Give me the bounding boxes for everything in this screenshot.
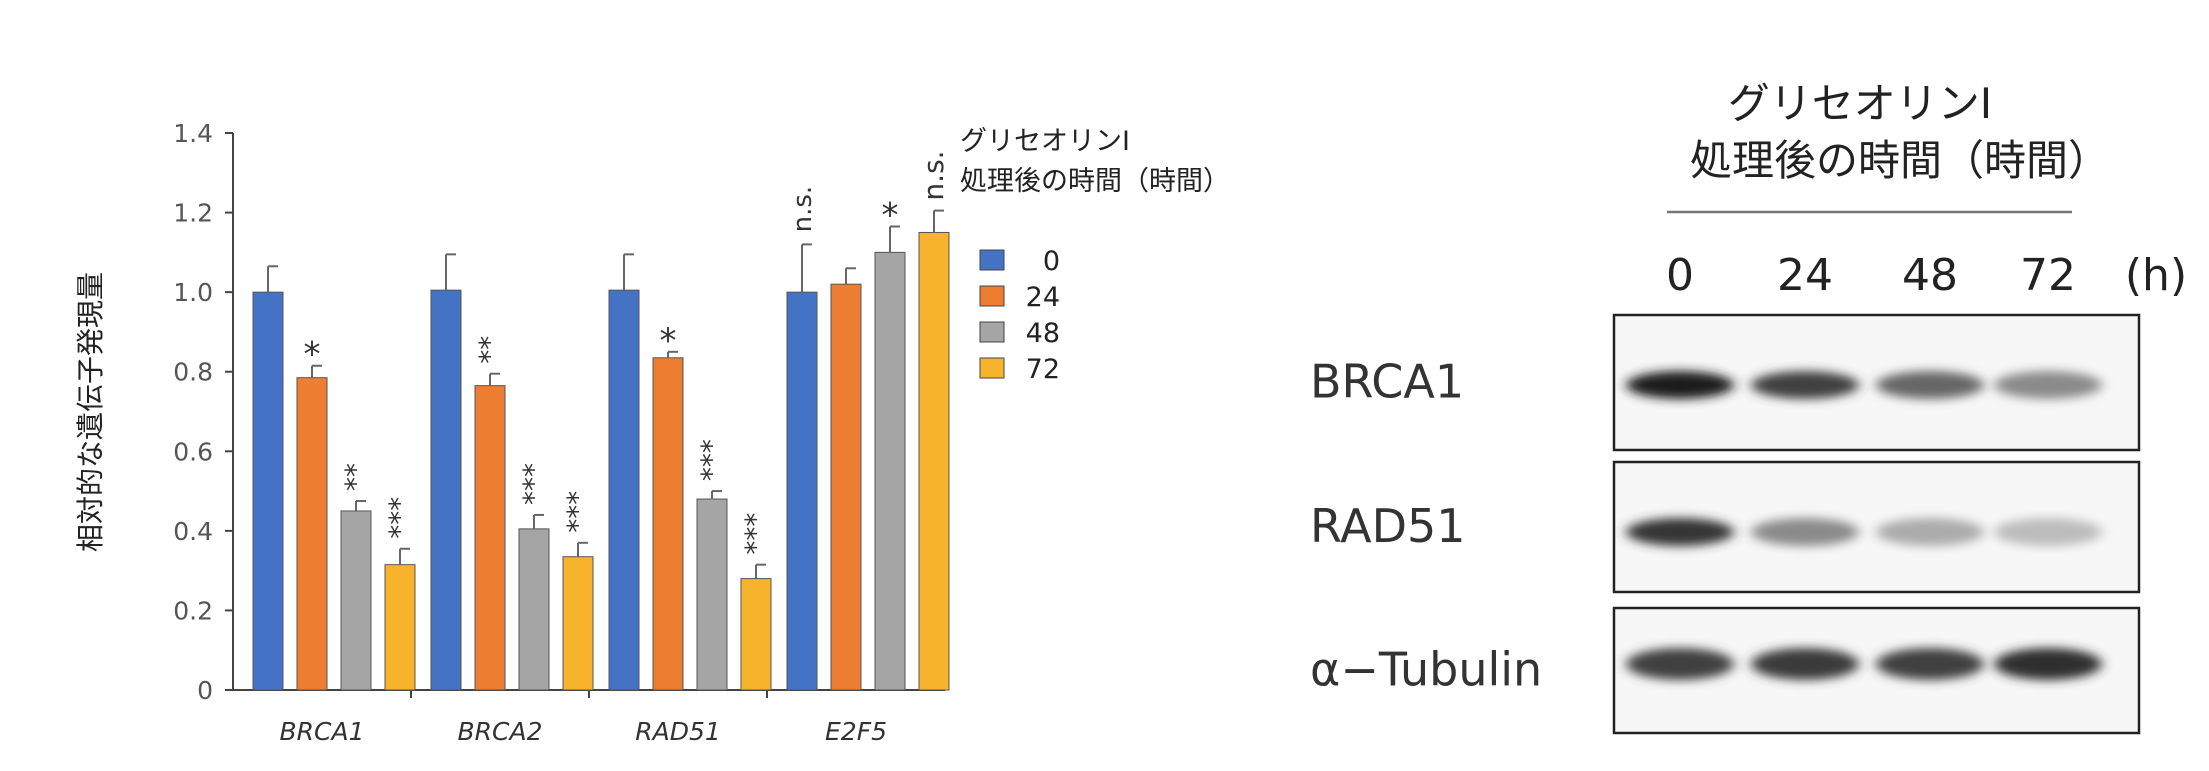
significance-label: ** (339, 463, 372, 491)
bar (608, 289, 640, 691)
protein-label: BRCA1 (1310, 355, 1464, 409)
bar (874, 251, 906, 691)
significance-label: n.s. (917, 150, 950, 200)
legend-swatch (979, 321, 1005, 343)
y-tick-label: 0.6 (173, 437, 213, 466)
blot-band (1626, 518, 1734, 546)
y-tick-label: 0.2 (173, 596, 213, 625)
bar (518, 528, 550, 691)
significance-label: *** (561, 491, 594, 533)
bar (652, 357, 684, 691)
legend-label: 48 (1026, 318, 1060, 349)
blot-title: グリセオリンI (1728, 79, 1992, 128)
y-tick-label: 1.0 (173, 278, 213, 307)
bar (786, 291, 818, 691)
significance-label: n.s. (788, 186, 818, 233)
blot-band (1751, 648, 1859, 680)
lane-label: 48 (1902, 250, 1958, 301)
blot-title: 処理後の時間（時間） (1690, 136, 2110, 185)
western-blot: グリセオリンI 処理後の時間（時間） 0 24 48 72 (h) BRCA1 RAD51 α−T… (1310, 79, 2187, 735)
y-tick-label: 1.2 (173, 199, 213, 228)
blot-band (1626, 371, 1734, 399)
time-unit-label: (h) (2125, 250, 2187, 301)
blot-band (1751, 518, 1859, 546)
blot-band (1876, 371, 1984, 399)
legend-swatch (979, 249, 1005, 271)
y-tick-label: 0.8 (173, 358, 213, 387)
bar (430, 289, 462, 691)
western-blot-panel: グリセオリンI 処理後の時間（時間） 0 24 48 72 (h) BRCA1 RAD51 α−T… (1300, 0, 2209, 767)
x-tick-label: BRCA1 (280, 717, 365, 746)
significance-label: *** (739, 513, 772, 555)
bar (296, 377, 328, 691)
legend-title: 処理後の時間（時間） (960, 166, 1230, 197)
legend-swatch (979, 285, 1005, 307)
blot-band (1751, 371, 1859, 399)
bar (918, 231, 950, 691)
lane-label: 24 (1777, 250, 1833, 301)
blot-band (1876, 518, 1984, 546)
bar (474, 385, 506, 691)
significance-label: ** (473, 336, 506, 364)
bar (696, 498, 728, 691)
significance-label: * (304, 335, 321, 375)
x-tick-label: E2F5 (825, 717, 887, 746)
bar-chart: 00.20.40.60.81.01.21.4相対的な遺伝子発現量BRCA1***… (74, 119, 1230, 746)
blot-band (1994, 371, 2102, 399)
bar (740, 578, 772, 691)
significance-label: * (660, 321, 677, 361)
significance-label: * (882, 195, 899, 235)
legend-label: 24 (1026, 282, 1060, 313)
x-tick-label: BRCA2 (458, 717, 543, 746)
significance-label: *** (695, 439, 728, 481)
lane-label: 0 (1666, 250, 1694, 301)
bar (340, 510, 372, 691)
y-tick-label: 1.4 (173, 119, 213, 148)
y-tick-label: 0 (197, 676, 213, 705)
bar (830, 283, 862, 691)
bar (562, 556, 594, 691)
protein-label: α−Tubulin (1310, 643, 1542, 697)
x-tick-label: RAD51 (635, 717, 721, 746)
legend-swatch (979, 357, 1005, 379)
bar (384, 564, 416, 691)
blot-band (1876, 648, 1984, 680)
protein-label: RAD51 (1310, 499, 1466, 553)
blot-band (1994, 518, 2102, 546)
significance-label: *** (383, 497, 416, 539)
significance-label: *** (517, 463, 550, 505)
legend-title: グリセオリンI (960, 126, 1130, 157)
bar (252, 291, 284, 691)
y-axis-label: 相対的な遺伝子発現量 (74, 272, 107, 552)
y-tick-label: 0.4 (173, 517, 213, 546)
legend-label: 0 (1043, 246, 1060, 277)
legend-label: 72 (1026, 354, 1060, 385)
blot-band (1994, 648, 2102, 680)
blot-band (1626, 648, 1734, 680)
lane-label: 72 (2020, 250, 2076, 301)
